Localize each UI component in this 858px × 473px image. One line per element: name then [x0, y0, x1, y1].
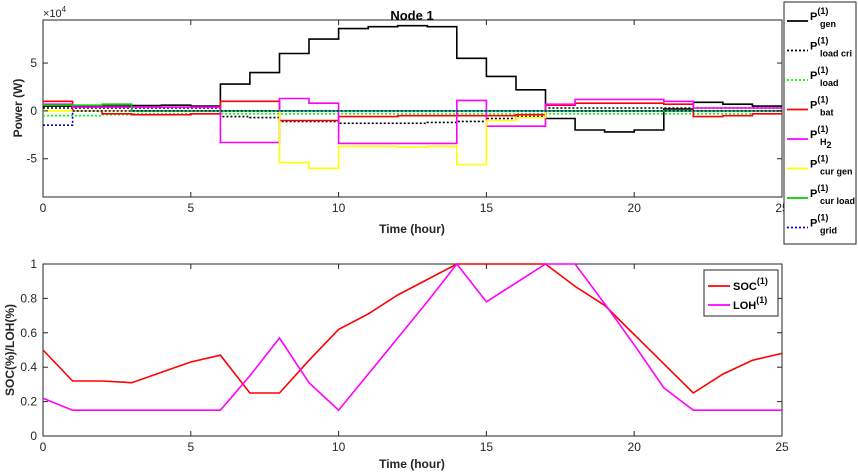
legend-superscript: (1) — [817, 95, 828, 105]
legend-subscript: grid — [820, 226, 837, 236]
power-y-tick-label: -5 — [26, 152, 37, 166]
legend-subscript: load — [820, 78, 839, 88]
power-series-H2-line — [43, 97, 782, 145]
power-y-tick-label: 0 — [30, 104, 37, 118]
legend-subscript: H — [820, 137, 827, 147]
power-series-bat-line — [43, 100, 782, 122]
legend-subscript: load cri — [820, 49, 852, 59]
legend-symbol: P — [810, 70, 817, 82]
power-series-lines — [43, 24, 782, 170]
power-legend-entry: P(1) gen — [810, 6, 836, 29]
power-y-exponent: ×104 — [43, 5, 67, 20]
power-legend-entry: P(1) cur load — [810, 183, 855, 206]
legend-superscript: (1) — [817, 124, 828, 134]
power-legend-entry: P(1) load cri — [810, 36, 852, 59]
power-series-gen-line — [43, 24, 782, 133]
soc-loh-y-tick-label: 1 — [30, 257, 37, 271]
power-legend-box — [783, 1, 857, 245]
legend-symbol: P — [810, 188, 817, 200]
legend-symbol: P — [810, 159, 817, 171]
soc-loh-legend: SOC(1)LOH(1) — [703, 269, 779, 317]
legend-symbol: P — [810, 41, 817, 53]
legend-symbol: LOH — [733, 300, 756, 312]
soc-loh-x-tick-label: 10 — [332, 440, 346, 454]
power-x-tick-label: 15 — [480, 201, 494, 215]
soc-loh-x-tick-label: 15 — [480, 440, 494, 454]
legend-superscript: (1) — [817, 183, 828, 193]
legend-superscript: (1) — [817, 154, 828, 164]
soc-loh-legend-entry: SOC(1) — [733, 276, 768, 293]
legend-superscript: (1) — [817, 213, 828, 223]
legend-superscript: (1) — [817, 36, 828, 46]
legend-superscript: (1) — [756, 295, 767, 305]
legend-subscript: cur gen — [820, 167, 853, 177]
soc-loh-series-soc-line — [42, 263, 783, 395]
soc-loh-y-tick-label: 0 — [30, 429, 37, 443]
soc-loh-x-tick-label: 25 — [775, 440, 789, 454]
legend-superscript: (1) — [757, 276, 768, 286]
soc-loh-x-tick-label: 5 — [187, 440, 194, 454]
power-legend-entry: P(1) H2 — [810, 124, 832, 150]
soc-loh-legend-box — [703, 269, 779, 317]
power-legend-entry: P(1) grid — [810, 213, 837, 236]
soc-loh-y-tick-label: 0.8 — [20, 291, 37, 305]
soc-loh-axis-ticks: 0 5 10 15 20 25 0 0.2 0.4 0.6 0.8 1 — [20, 257, 789, 454]
power-x-tick-label: 20 — [628, 201, 642, 215]
legend-superscript: (1) — [817, 6, 828, 16]
soc-loh-y-axis-label: SOC(%)/LOH(%) — [3, 304, 17, 396]
power-y-tick-label: 5 — [30, 56, 37, 70]
power-series-grid-line — [43, 110, 782, 126]
power-chart: 0 5 10 15 20 25-505 Node 1 ×104 Time (hour) P… — [11, 1, 857, 245]
power-legend-entry: P(1) bat — [810, 95, 834, 118]
legend-superscript: (1) — [817, 65, 828, 75]
legend-symbol: SOC — [733, 281, 757, 293]
power-y-axis-label: Power (W) — [11, 79, 25, 138]
power-x-tick-label: 10 — [332, 201, 346, 215]
soc-loh-y-tick-label: 0.2 — [20, 395, 37, 409]
legend-subscript: cur load — [820, 196, 855, 206]
power-chart-title: Node 1 — [390, 8, 433, 23]
legend-symbol: P — [810, 100, 817, 112]
legend-subscript: gen — [820, 19, 836, 29]
soc-loh-y-tick-label: 0.6 — [20, 326, 37, 340]
power-legend-entry: P(1) load — [810, 65, 839, 88]
legend-symbol: P — [810, 218, 817, 230]
power-x-axis-label: Time (hour) — [379, 222, 445, 236]
soc-loh-series-loh-line — [42, 262, 782, 412]
power-y-exponent-base: ×10 — [43, 8, 62, 20]
soc-loh-chart: 0 5 10 15 20 25 0 0.2 0.4 0.6 0.8 1 Time (hour) SOC… — [3, 257, 789, 471]
legend-symbol: P — [810, 129, 817, 141]
power-y-exponent-power: 4 — [62, 5, 67, 14]
power-x-tick-label: 5 — [187, 201, 194, 215]
legend-symbol: P — [810, 11, 817, 23]
power-x-tick-label: 0 — [40, 201, 47, 215]
legend-subscript-2: 2 — [827, 140, 832, 150]
soc-loh-series-lines — [42, 262, 783, 412]
power-plot-area — [42, 19, 783, 198]
power-legend-entry: P(1) cur gen — [810, 154, 853, 177]
soc-loh-y-tick-label: 0.4 — [20, 360, 37, 374]
legend-subscript: bat — [820, 108, 834, 118]
soc-loh-x-tick-label: 20 — [628, 440, 642, 454]
soc-loh-x-tick-label: 0 — [40, 440, 47, 454]
soc-loh-legend-entry: LOH(1) — [733, 295, 767, 312]
soc-loh-x-axis-label: Time (hour) — [379, 457, 445, 471]
